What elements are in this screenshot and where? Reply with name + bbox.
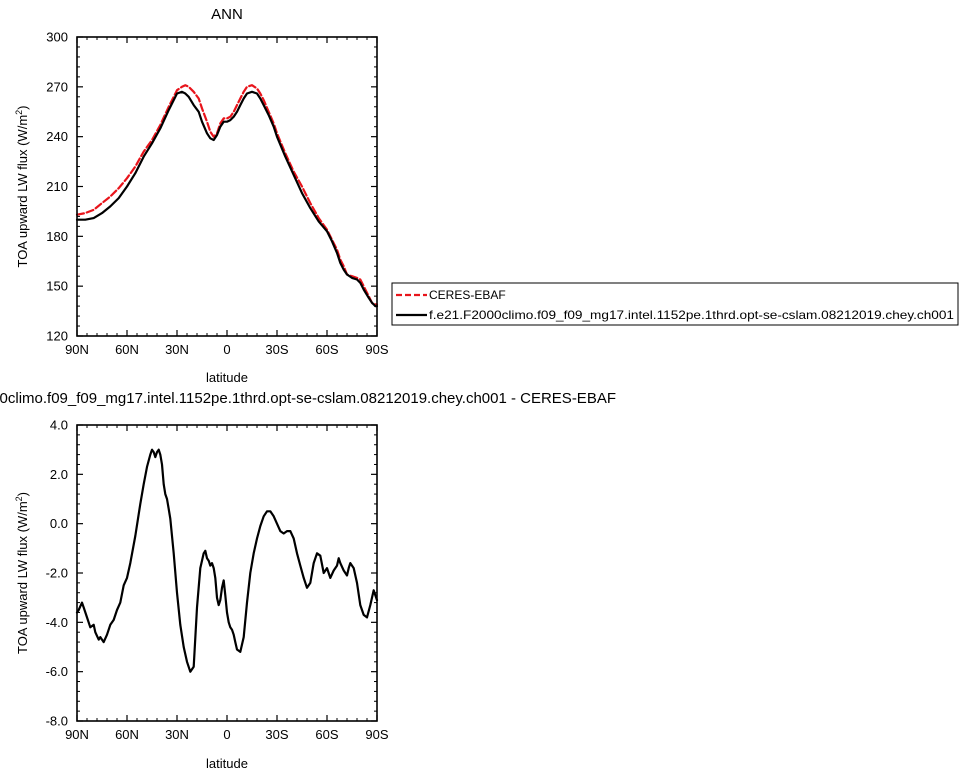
top-plot-frame bbox=[76, 36, 378, 337]
top-series-line-0 bbox=[75, 84, 379, 306]
bottom-x-tick-label: 90S bbox=[365, 727, 388, 742]
bottom-y-tick-label: -6.0 bbox=[46, 664, 68, 679]
top-y-tick-label: 240 bbox=[46, 129, 68, 144]
bottom-y-tick-label: 2.0 bbox=[50, 467, 68, 482]
bottom-y-tick-label: -4.0 bbox=[46, 615, 68, 630]
legend-label-ceres: CERES-EBAF bbox=[429, 288, 506, 302]
top-x-tick-label: 0 bbox=[223, 342, 230, 357]
top-chart-title: ANN bbox=[211, 6, 243, 23]
bottom-x-tick-label: 60S bbox=[315, 727, 338, 742]
top-y-tick-label: 300 bbox=[46, 30, 68, 45]
top-x-tick-label: 30S bbox=[265, 342, 288, 357]
top-y-tick-label: 270 bbox=[46, 79, 68, 94]
top-y-tick-label: 210 bbox=[46, 179, 68, 194]
top-x-tick-label: 60S bbox=[315, 342, 338, 357]
bottom-plot-frame bbox=[76, 424, 378, 722]
bottom-y-tick-label: -2.0 bbox=[46, 566, 68, 581]
top-x-tick-label: 60N bbox=[115, 342, 139, 357]
bottom-y-tick-label: -8.0 bbox=[46, 714, 68, 729]
bottom-y-axis-label: TOA upward LW flux (W/m2) bbox=[14, 492, 30, 654]
bottom-chart-marks: 90N 60N 30N 0 30S 60S 90S 4.0 2.0 0.0 -2.0 -4.0 -6.0… bbox=[46, 418, 389, 743]
bottom-x-tick-label: 60N bbox=[115, 727, 139, 742]
top-panel: ANN 90N 60N 30N 0 30S 60S 90S 300 270 240 210 180 15… bbox=[14, 6, 389, 385]
top-y-tick-label: 150 bbox=[46, 279, 68, 294]
legend-label-model: f.e21.F2000climo.f09_f09_mg17.intel.1152… bbox=[429, 308, 954, 322]
bottom-x-tick-label: 30N bbox=[165, 727, 189, 742]
top-x-axis-label: latitude bbox=[206, 370, 248, 385]
bottom-chart-title: f.e21.F2000climo.f09_f09_mg17.intel.1152… bbox=[0, 390, 616, 407]
bottom-y-tick-label: 4.0 bbox=[50, 418, 68, 433]
top-series-line-1 bbox=[75, 90, 379, 308]
bottom-x-tick-label: 30S bbox=[265, 727, 288, 742]
top-x-tick-label: 90N bbox=[65, 342, 89, 357]
top-y-tick-label: 180 bbox=[46, 229, 68, 244]
bottom-x-axis-label: latitude bbox=[206, 756, 248, 771]
legend: CERES-EBAF f.e21.F2000climo.f09_f09_mg17… bbox=[391, 282, 959, 326]
bottom-x-tick-label: 0 bbox=[223, 727, 230, 742]
bottom-series-line-0 bbox=[75, 448, 379, 673]
legend-box bbox=[391, 282, 959, 326]
top-x-tick-label: 90S bbox=[365, 342, 388, 357]
bottom-x-tick-label: 90N bbox=[65, 727, 89, 742]
top-y-axis-label: TOA upward LW flux (W/m2) bbox=[14, 105, 30, 267]
top-chart-marks: 90N 60N 30N 0 30S 60S 90S 300 270 240 210 180 150 120 bbox=[46, 30, 389, 358]
top-y-tick-label: 120 bbox=[46, 329, 68, 344]
bottom-y-tick-label: 0.0 bbox=[50, 516, 68, 531]
top-x-tick-label: 30N bbox=[165, 342, 189, 357]
bottom-panel: f.e21.F2000climo.f09_f09_mg17.intel.1152… bbox=[0, 390, 616, 771]
